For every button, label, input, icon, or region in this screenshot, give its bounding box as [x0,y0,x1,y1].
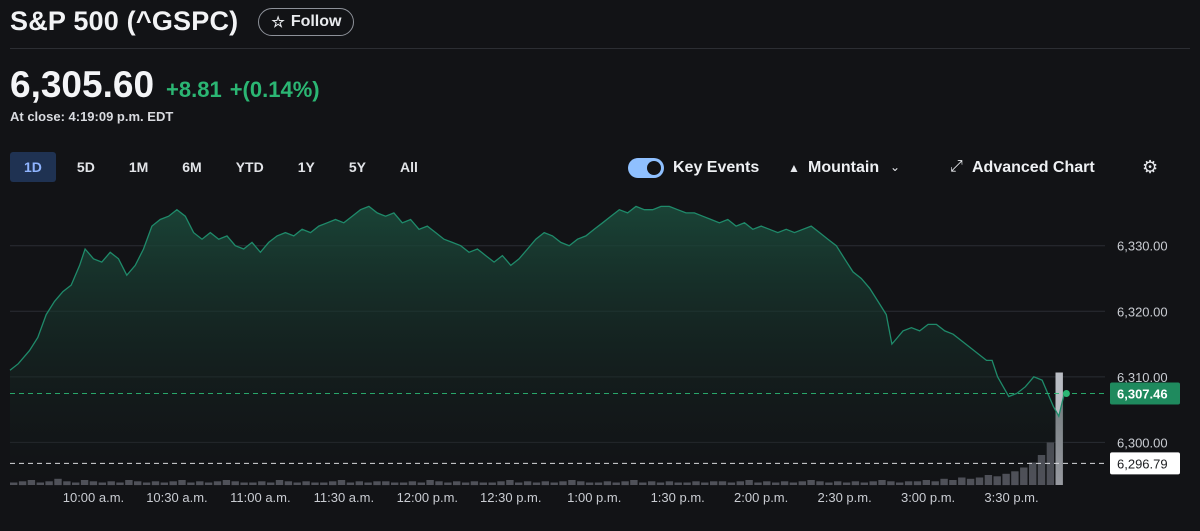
previous-close-badge [1110,452,1180,475]
chart-toolbar: Key Events ▲ Mountain ⌄ ⤢ Advanced Chart… [628,154,1170,182]
advanced-chart-button[interactable]: Advanced Chart [972,159,1095,176]
x-tick-label: 2:00 p.m. [734,490,788,505]
x-tick-label: 3:30 p.m. [984,490,1038,505]
range-tabs: 1D 5D 1M 6M YTD 1Y 5Y All [10,152,439,182]
x-tick-label: 11:00 a.m. [230,490,290,505]
last-price-badge [1110,382,1180,405]
key-events-label[interactable]: Key Events [673,159,760,176]
x-tick-label: 1:00 p.m. [567,490,621,505]
y-tick-label: 6,330.00 [1117,239,1168,254]
chart-type-button[interactable]: Mountain [808,159,880,176]
star-outline-icon: ☆ [271,13,285,31]
last-price-label: 6,307.46 [1117,386,1168,401]
header-divider [10,48,1190,49]
x-tick-label: 12:00 p.m. [397,490,458,505]
previous-close-label: 6,296.79 [1117,456,1168,471]
last-price-dot [1062,389,1070,397]
range-tab-5d[interactable]: 5D [76,159,95,175]
price-chart: 6,330.00 6,320.00 6,310.00 6,300.00 6,296.7… [9,205,1180,505]
x-tick-label: 10:30 a.m. [146,490,207,505]
range-tab-1d[interactable]: 1D [10,152,56,182]
range-tab-1m[interactable]: 1M [128,159,149,175]
x-tick-label: 1:30 p.m. [651,490,705,505]
last-price: 6,305.60 [10,64,155,105]
x-tick-label: 11:30 a.m. [314,490,374,505]
key-events-toggle[interactable] [628,158,664,178]
price-change: +8.81 [166,77,222,102]
range-tab-6m[interactable]: 6M [182,159,202,175]
chevron-down-icon[interactable]: ⌄ [890,160,901,174]
close-time: At close: 4:19:09 p.m. EDT [10,109,174,124]
follow-button[interactable]: ☆ Follow [258,7,355,36]
mountain-icon[interactable]: ▲ [788,161,800,175]
x-tick-label: 3:00 p.m. [901,490,955,505]
quote-row: 6,305.60 +8.81 +(0.14%) [10,64,320,106]
price-area [10,206,1065,485]
range-tab-1y[interactable]: 1Y [297,159,315,175]
range-tab-all[interactable]: All [399,159,418,175]
follow-label: Follow [290,12,342,30]
x-tick-label: 10:00 a.m. [63,490,124,505]
page-title: S&P 500 (^GSPC) [10,6,239,36]
price-change-percent: +(0.14%) [229,77,320,102]
y-tick-label: 6,310.00 [1117,370,1168,385]
chart-area: 6,330.00 6,320.00 6,310.00 6,300.00 6,296.7… [0,190,1200,526]
x-tick-label: 12:30 p.m. [480,490,541,505]
range-tab-ytd[interactable]: YTD [235,159,264,175]
price-line [9,205,1066,418]
expand-arrows-icon[interactable]: ⤢ [950,158,963,175]
range-tab-5y[interactable]: 5Y [348,159,366,175]
y-tick-label: 6,320.00 [1117,304,1168,319]
header: S&P 500 (^GSPC) ☆ Follow [10,6,355,37]
x-tick-label: 2:30 p.m. [818,490,872,505]
y-tick-label: 6,300.00 [1117,435,1168,450]
toggle-knob [647,161,661,175]
gear-icon[interactable]: ⚙ [1142,157,1159,177]
